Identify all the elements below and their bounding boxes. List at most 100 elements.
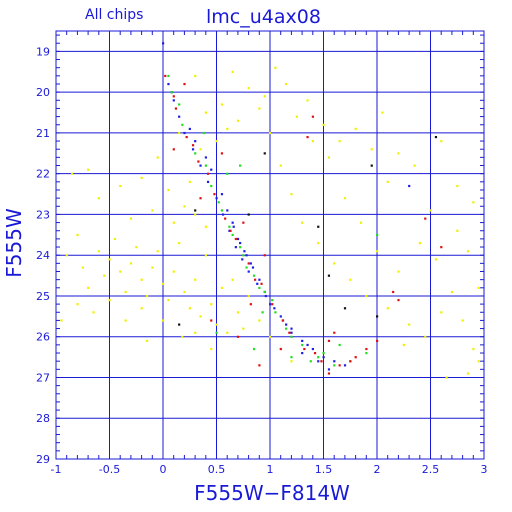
y-tick-label: 28 <box>36 412 50 425</box>
data-point <box>194 209 197 212</box>
data-point <box>185 135 188 139</box>
data-point <box>87 286 90 289</box>
data-point <box>242 221 245 224</box>
data-point <box>183 82 186 86</box>
data-point <box>429 209 432 212</box>
data-point <box>226 209 229 212</box>
data-point <box>97 197 100 200</box>
data-point <box>151 209 154 212</box>
data-point <box>199 148 202 151</box>
data-point <box>456 184 459 188</box>
data-point <box>254 278 257 281</box>
data-point <box>145 294 149 298</box>
data-point <box>271 299 274 302</box>
data-point <box>477 286 480 289</box>
chart-subtitle: All chips <box>85 7 143 23</box>
data-point <box>269 131 272 135</box>
data-point <box>402 343 405 347</box>
data-point <box>279 315 282 318</box>
data-point <box>170 91 173 94</box>
data-point <box>210 184 213 188</box>
data-point <box>285 327 288 330</box>
data-point <box>92 311 95 314</box>
data-point <box>194 278 197 281</box>
data-point <box>162 42 165 45</box>
data-point <box>232 225 235 228</box>
data-point <box>274 311 277 314</box>
data-point <box>243 250 246 253</box>
tick-labels: -1 -0.5 0 0.5 1 1.5 2 2.5 3 19 20 21 22 23 24 25 26 27 28 2… <box>36 45 488 476</box>
data-point <box>210 303 213 306</box>
data-point <box>167 74 170 78</box>
data-point <box>290 356 293 359</box>
data-point <box>306 135 309 139</box>
data-point <box>215 331 218 334</box>
data-point <box>178 241 181 245</box>
data-point <box>461 319 464 322</box>
data-point <box>333 262 336 265</box>
data-point <box>397 270 400 273</box>
y-tick-label: 22 <box>36 168 50 181</box>
data-point <box>210 347 213 351</box>
data-point <box>376 315 379 318</box>
data-point <box>327 339 331 342</box>
data-point <box>124 290 127 294</box>
data-point <box>234 237 237 241</box>
data-point <box>188 127 191 131</box>
data-point <box>217 201 220 204</box>
data-point <box>247 294 250 298</box>
data-point <box>260 282 263 285</box>
data-point <box>172 221 175 224</box>
data-point <box>206 180 210 184</box>
data-point <box>247 87 250 90</box>
data-point <box>97 250 100 253</box>
data-point <box>204 225 207 228</box>
data-point <box>76 233 79 237</box>
data-point <box>440 140 443 143</box>
data-point <box>269 335 272 338</box>
data-point <box>194 152 197 155</box>
data-point <box>477 360 480 363</box>
data-point <box>197 160 200 163</box>
data-point <box>145 339 149 342</box>
y-tick-label: 20 <box>36 86 50 99</box>
data-point <box>258 107 261 110</box>
data-point <box>172 148 175 151</box>
data-point <box>215 197 218 200</box>
data-point <box>338 140 341 143</box>
data-point <box>172 95 175 98</box>
data-point <box>204 254 207 257</box>
data-point <box>191 144 195 147</box>
data-point <box>236 237 240 241</box>
data-point <box>220 152 224 155</box>
data-point <box>445 376 448 379</box>
data-point <box>239 246 242 249</box>
data-point <box>220 193 224 196</box>
data-point <box>450 290 454 294</box>
data-point <box>191 148 195 151</box>
data-point <box>290 360 293 363</box>
data-point <box>322 352 325 355</box>
data-point <box>392 290 395 294</box>
data-point <box>370 148 373 151</box>
x-tick-label: 1 <box>267 463 274 476</box>
data-point <box>239 241 242 245</box>
x-tick-label: 0.5 <box>208 463 226 476</box>
data-point <box>226 172 229 175</box>
data-point <box>338 364 341 367</box>
data-point <box>386 307 389 310</box>
y-tick-label: 19 <box>36 45 50 58</box>
data-point <box>281 319 285 322</box>
data-point <box>129 262 133 265</box>
data-point <box>178 103 181 106</box>
data-point <box>247 270 250 273</box>
data-point <box>261 311 264 314</box>
data-point <box>317 356 320 359</box>
data-point <box>263 290 266 294</box>
data-point <box>285 323 288 326</box>
data-point <box>231 70 234 73</box>
data-point <box>221 213 225 216</box>
x-tick-label: -1 <box>51 463 62 476</box>
data-point <box>178 115 181 118</box>
data-point <box>317 241 320 245</box>
